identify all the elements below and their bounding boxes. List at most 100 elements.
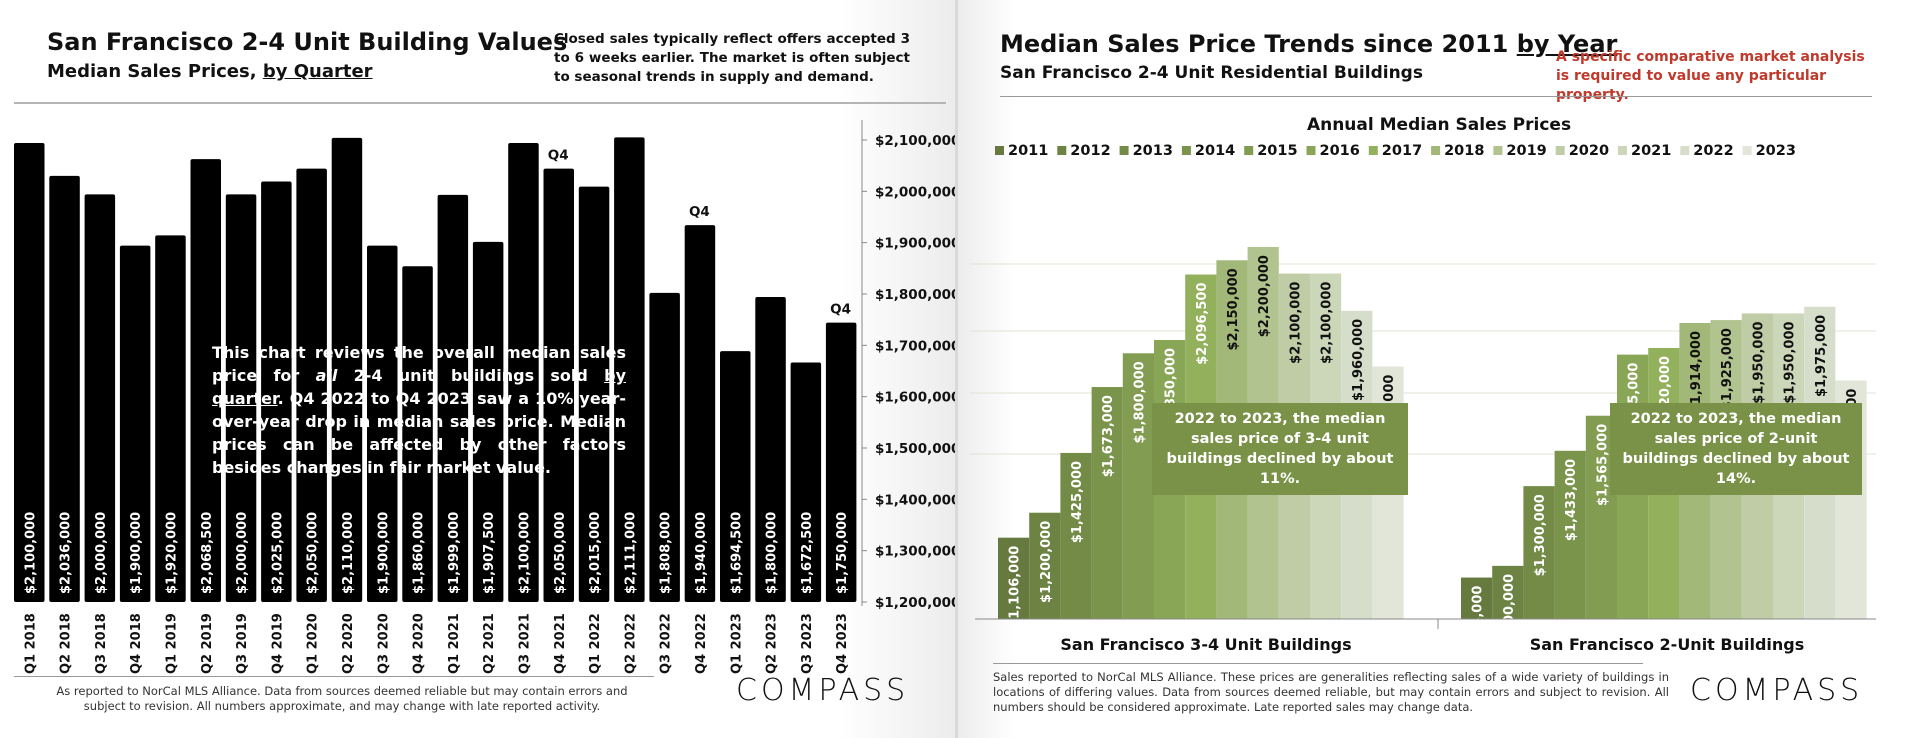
bar-value-label: $1,433,000 — [1564, 459, 1579, 541]
left-panel: San Francisco 2-4 Unit Building Values M… — [0, 0, 955, 738]
x-tick-label: Q4 2023 — [835, 613, 850, 674]
x-tick-label: Q1 2019 — [164, 613, 179, 674]
overlay-part1: This chart reviews the overall median sa… — [212, 343, 626, 385]
bar-value-label: $1,950,000 — [1751, 321, 1766, 403]
overlay-part3: 2-4 unit buildings sold — [337, 366, 605, 385]
bar-q3-2021 — [508, 143, 539, 602]
right-footer-rule — [993, 663, 1643, 664]
y-tick-label: $1,200,000 — [875, 595, 955, 611]
bar-q4-2021 — [543, 168, 574, 602]
x-tick-label: Q4 2022 — [694, 613, 709, 674]
bar-q1-2022 — [578, 186, 610, 602]
bar-q2-2022 — [614, 137, 645, 602]
bar-value-label: $1,900,000 — [129, 512, 144, 594]
q4-annotation: Q4 — [830, 302, 851, 318]
bar-q1-2018 — [14, 143, 45, 602]
y-tick-label: $1,300,000 — [875, 544, 955, 560]
right-header-rule — [1000, 96, 1872, 97]
bar-value-label: $1,940,000 — [694, 512, 709, 594]
callout-3-4-unit: 2022 to 2023, the median sales price of … — [1152, 403, 1408, 495]
legend-swatch-2020 — [1555, 146, 1565, 155]
bar-q3-2018 — [84, 194, 116, 602]
bar-value-label: $2,100,000 — [517, 512, 532, 594]
x-tick-label: Q3 2018 — [94, 613, 109, 674]
y-tick-label: $1,400,000 — [875, 492, 955, 508]
right-title-link: by Year — [1516, 30, 1618, 58]
bar-q1-2023 — [720, 351, 751, 602]
bar-q4-2020 — [402, 266, 433, 602]
q4-annotation: Q4 — [689, 204, 710, 220]
bar-value-label: $2,150,000 — [1226, 268, 1241, 350]
bar-q2-2018 — [49, 175, 80, 602]
legend-label-2012: 2012 — [1070, 143, 1110, 159]
bar-value-label: $2,100,000 — [1288, 282, 1303, 364]
bar-value-label: $2,036,000 — [59, 512, 74, 594]
legend-swatch-2017 — [1368, 146, 1378, 155]
right-compass-logo: COMPASS — [1690, 673, 1864, 708]
callout-2-unit: 2022 to 2023, the median sales price of … — [1610, 403, 1862, 495]
bar-value-label: $2,111,000 — [623, 512, 638, 594]
bar-value-label: $1,900,000 — [376, 512, 391, 594]
bar-value-label: $1,999,000 — [447, 512, 462, 594]
bar-value-label: $1,694,500 — [729, 512, 744, 594]
bar-q2-2023 — [755, 297, 786, 602]
left-header-rule — [14, 102, 946, 104]
legend-label-2011: 2011 — [1008, 143, 1048, 159]
x-tick-label: Q3 2022 — [659, 613, 674, 674]
chart-overlay-text: This chart reviews the overall median sa… — [212, 341, 626, 479]
bar-value-label: $2,068,500 — [200, 512, 215, 594]
x-tick-label: Q2 2022 — [623, 613, 638, 674]
legend-label-2015: 2015 — [1257, 143, 1297, 159]
bar-value-label: $1,000,000 — [1502, 574, 1517, 656]
bar-value-label: $1,106,000 — [1008, 546, 1023, 628]
left-footer: As reported to NorCal MLS Alliance. Data… — [56, 684, 628, 713]
legend-label-2022: 2022 — [1693, 143, 1733, 159]
bar-value-label: $2,110,000 — [341, 512, 356, 594]
bar-q4-2019 — [261, 181, 292, 602]
x-tick-label: Q1 2021 — [447, 613, 462, 674]
x-tick-label: Q2 2023 — [765, 613, 780, 674]
x-tick-label: Q2 2018 — [59, 613, 74, 674]
overlay-part2: all — [315, 366, 338, 385]
left-subtitle: Median Sales Prices, by Quarter — [47, 61, 373, 82]
y-tick-label: $1,600,000 — [875, 390, 955, 406]
right-title: Median Sales Price Trends since 2011 by … — [1000, 30, 1617, 58]
bar-2014-2-unit — [1554, 450, 1586, 619]
bar-q2-2019 — [190, 159, 221, 603]
legend-label-2018: 2018 — [1444, 143, 1484, 159]
bar-value-label: $1,750,000 — [835, 512, 850, 594]
right-panel: Median Sales Price Trends since 2011 by … — [958, 0, 1920, 738]
legend-label-2016: 2016 — [1320, 143, 1360, 159]
bar-q4-2022 — [684, 225, 716, 602]
bar-value-label: $1,300,000 — [1533, 494, 1548, 576]
bar-q3-2019 — [225, 194, 257, 602]
y-tick-label: $1,800,000 — [875, 287, 955, 303]
bar-value-label: $2,100,000 — [1320, 282, 1335, 364]
legend-swatch-2015 — [1244, 146, 1254, 155]
bar-value-label: $2,050,000 — [306, 512, 321, 594]
bar-value-label: $1,200,000 — [1039, 521, 1054, 603]
bar-value-label: $1,960,000 — [1351, 319, 1366, 401]
bar-2012-3-4-unit — [1029, 512, 1061, 619]
annual-chart: Annual Median Sales Prices 2011 2012 2013 20… — [970, 115, 1876, 656]
bar-value-label: $956,000 — [1471, 586, 1486, 654]
x-tick-label: Q4 2020 — [412, 613, 427, 674]
bar-2011-2-unit — [1461, 577, 1493, 619]
bar-value-label: $2,000,000 — [94, 512, 109, 594]
bar-value-label: $2,000,000 — [235, 512, 250, 594]
left-subtitle-link: by Quarter — [262, 61, 373, 82]
chart-title: Annual Median Sales Prices — [1307, 115, 1571, 135]
y-tick-label: $1,500,000 — [875, 441, 955, 457]
bar-value-label: $1,672,500 — [800, 512, 815, 594]
bar-value-label: $1,975,000 — [1814, 315, 1829, 397]
bar-value-label: $1,925,000 — [1720, 328, 1735, 410]
y-tick-label: $2,000,000 — [875, 184, 955, 200]
bar-2013-3-4-unit — [1060, 452, 1092, 619]
x-tick-label: Q2 2021 — [482, 613, 497, 674]
x-tick-label: Q3 2023 — [800, 613, 815, 674]
x-category-label: San Francisco 2-Unit Buildings — [1530, 635, 1805, 654]
bar-q3-2022 — [649, 292, 680, 602]
y-tick-label: $2,100,000 — [875, 133, 955, 149]
legend-swatch-2021 — [1618, 146, 1627, 155]
bar-value-label: $1,800,000 — [1132, 361, 1147, 443]
